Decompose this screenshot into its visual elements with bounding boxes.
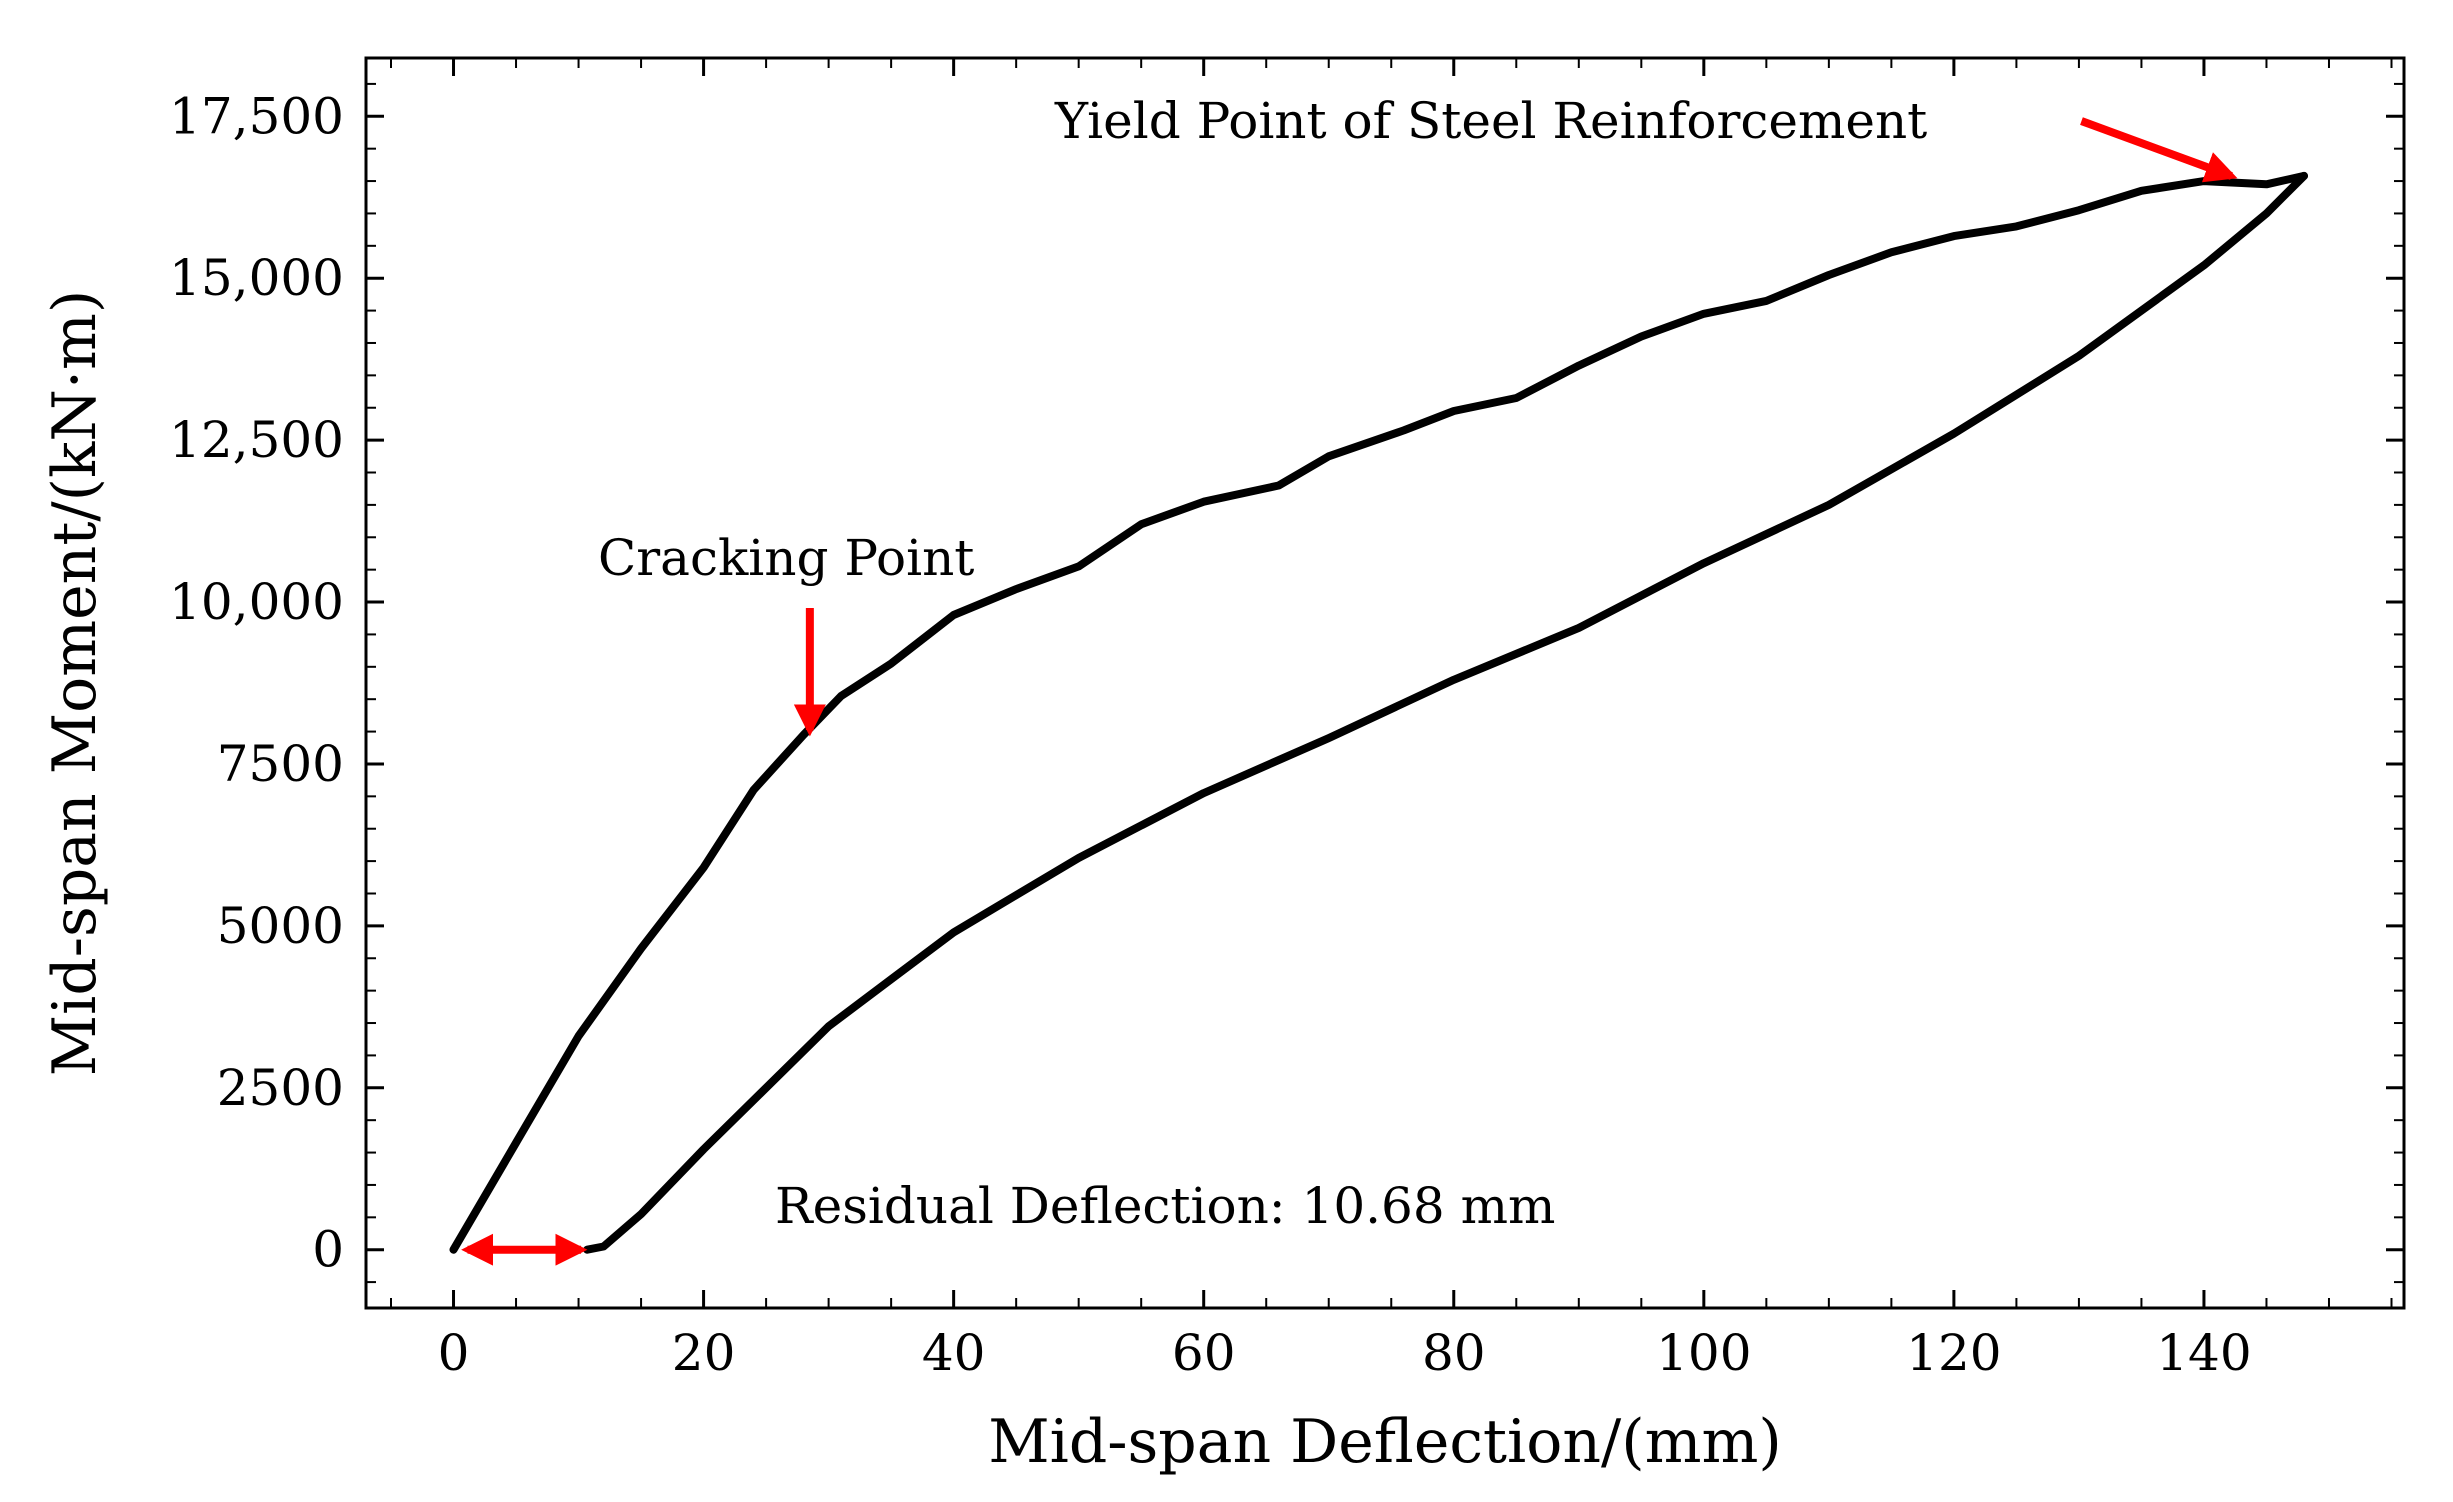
y-tick-label: 2500 — [217, 1059, 344, 1117]
y-axis-label: Mid-span Moment/(kN·m) — [40, 290, 110, 1077]
y-tick-label: 0 — [312, 1221, 344, 1279]
x-tick-label: 20 — [672, 1324, 736, 1382]
x-tick-label: 60 — [1172, 1324, 1236, 1382]
x-tick-label: 40 — [922, 1324, 986, 1382]
x-tick-label: 140 — [2156, 1324, 2251, 1382]
yield-point-arrow — [2080, 117, 2238, 183]
y-tick-label: 10,000 — [169, 573, 344, 631]
x-tick-label: 0 — [438, 1324, 470, 1382]
x-tick-label: 100 — [1656, 1324, 1751, 1382]
y-axis-ticks: 0 2500 5000 7500 10,000 12,500 15,000 17,500 — [169, 87, 2404, 1279]
x-axis-label: Mid-span Deflection/(mm) — [988, 1407, 1782, 1477]
x-axis-ticks: 0 20 40 60 80 100 120 140 — [438, 58, 2252, 1382]
residual-deflection-label: Residual Deflection: 10.68 mm — [775, 1177, 1555, 1235]
series-loading-line — [449, 171, 2308, 1254]
plot-frame — [364, 56, 2406, 1310]
curves — [449, 171, 2308, 1254]
series-unloading-line — [583, 171, 2308, 1254]
x-tick-label: 80 — [1422, 1324, 1486, 1382]
minor-ticks — [366, 58, 2404, 1308]
y-tick-label: 12,500 — [169, 411, 344, 469]
annotations: Cracking Point Yield Point of Steel Rein… — [461, 92, 2238, 1266]
yield-point-label: Yield Point of Steel Reinforcement — [1054, 92, 1927, 150]
y-tick-label: 17,500 — [169, 87, 344, 145]
y-tick-label: 7500 — [217, 735, 344, 793]
x-tick-label: 120 — [1906, 1324, 2001, 1382]
y-tick-label: 15,000 — [169, 249, 344, 307]
y-tick-label: 5000 — [217, 897, 344, 955]
cracking-point-label: Cracking Point — [598, 529, 974, 587]
